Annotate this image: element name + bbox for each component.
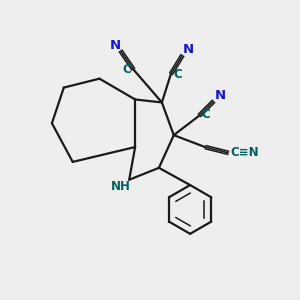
Text: N: N — [110, 39, 121, 52]
Text: NH: NH — [111, 180, 131, 193]
Text: C≡N: C≡N — [230, 146, 259, 160]
Text: N: N — [214, 88, 225, 101]
Text: N: N — [182, 43, 194, 56]
Text: C: C — [173, 68, 182, 81]
Text: C: C — [201, 108, 210, 121]
Text: C: C — [123, 63, 131, 76]
